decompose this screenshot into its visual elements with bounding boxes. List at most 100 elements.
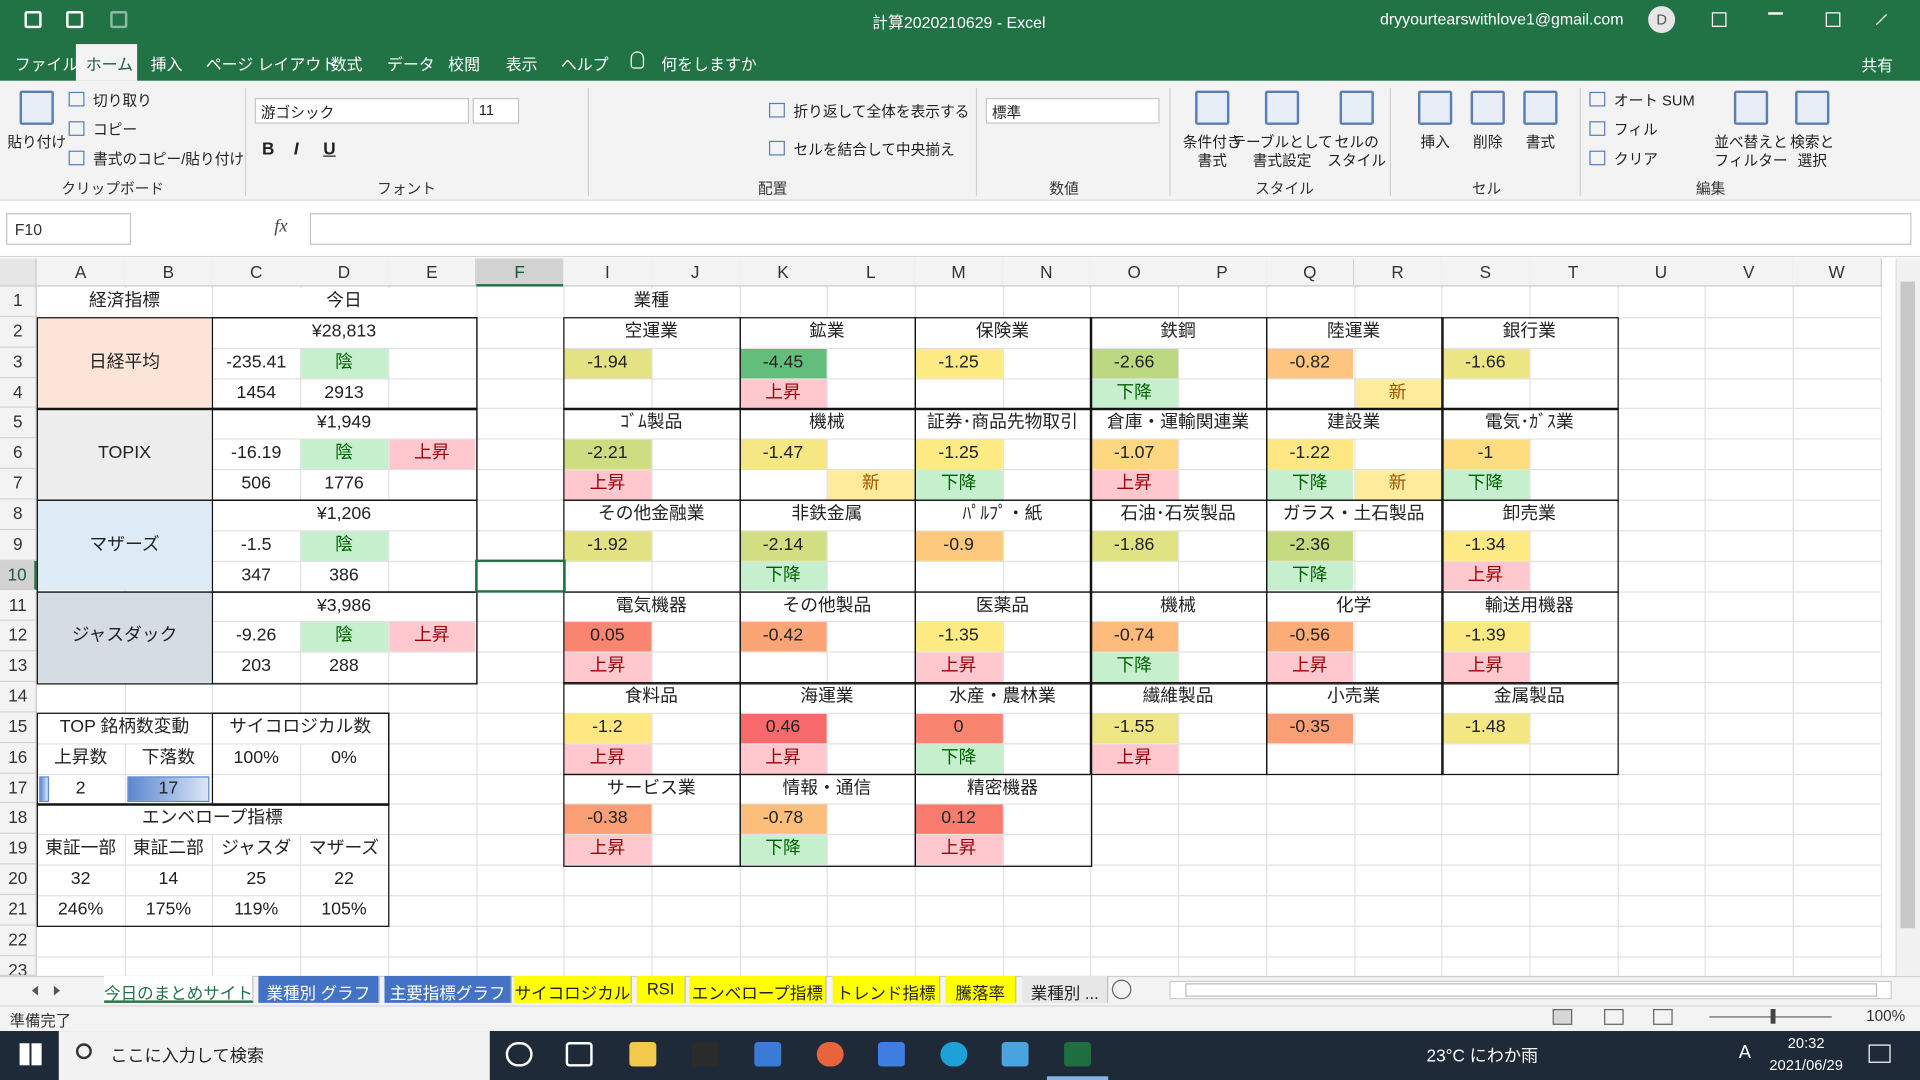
ribbon-button[interactable]: I xyxy=(293,138,299,158)
cell[interactable]: サービス業 xyxy=(606,778,696,798)
cell[interactable]: 新 xyxy=(861,473,880,494)
cell[interactable]: 0% xyxy=(331,747,357,768)
row-header[interactable]: 5 xyxy=(0,408,37,439)
cell[interactable]: -0.78 xyxy=(762,808,804,829)
ribbon-tab[interactable]: 表示 xyxy=(505,55,538,74)
sheet-tab[interactable]: 業種別 ... xyxy=(1022,975,1109,1003)
button-icon[interactable] xyxy=(1589,91,1606,107)
sheet-tab[interactable]: 主要指標グラフ xyxy=(384,975,512,1003)
column-header[interactable]: T xyxy=(1529,258,1619,287)
cell[interactable]: 証券･商品先物取引 xyxy=(927,413,1078,433)
column-header[interactable]: L xyxy=(826,258,916,287)
ribbon-tab[interactable]: データ xyxy=(386,55,435,74)
cell[interactable]: 海運業 xyxy=(800,686,854,707)
view-button[interactable] xyxy=(1653,1008,1673,1025)
column-header[interactable]: U xyxy=(1617,258,1707,287)
taskbar-app[interactable] xyxy=(505,1042,533,1067)
row-header[interactable]: 11 xyxy=(0,590,37,622)
cell[interactable]: 石油･石炭製品 xyxy=(1120,504,1236,525)
h-scroll-thumb[interactable] xyxy=(1185,983,1878,997)
cell[interactable]: -2.66 xyxy=(1113,352,1155,372)
cell[interactable]: -0.35 xyxy=(1289,717,1331,738)
cell[interactable]: その他金融業 xyxy=(598,504,705,525)
cell[interactable]: 新 xyxy=(1388,473,1407,494)
ribbon-tab[interactable]: ヘルプ xyxy=(560,55,609,74)
cell[interactable]: 上昇 xyxy=(1467,565,1504,585)
cell[interactable]: 機械 xyxy=(1160,595,1196,616)
cell[interactable]: -1.07 xyxy=(1113,443,1155,464)
cell[interactable]: 175% xyxy=(145,900,192,920)
cell[interactable]: 電気機器 xyxy=(615,595,687,616)
zoom-level[interactable]: 100% xyxy=(1866,1007,1906,1025)
ribbon-button[interactable]: 挿入 xyxy=(1420,133,1450,151)
ribbon-button[interactable]: 選択 xyxy=(1797,151,1827,169)
cell[interactable]: 25 xyxy=(246,869,267,890)
cell[interactable]: TOPIX xyxy=(98,443,151,464)
cell[interactable]: 化学 xyxy=(1335,595,1372,616)
ribbon-button[interactable]: スタイル xyxy=(1327,151,1387,169)
ribbon-button[interactable]: 切り取り xyxy=(93,91,152,109)
cell[interactable]: TOP 銘柄数変動 xyxy=(59,717,190,738)
cell[interactable]: ジャスダ xyxy=(221,839,292,859)
cell[interactable]: 上昇 xyxy=(414,626,450,646)
cell[interactable]: -1.35 xyxy=(938,626,979,646)
column-header[interactable]: C xyxy=(212,258,302,287)
window-control[interactable] xyxy=(1711,12,1727,27)
cell[interactable]: 上昇 xyxy=(589,656,626,677)
ribbon-button[interactable]: クリア xyxy=(1613,150,1658,168)
cell[interactable]: 上昇 xyxy=(940,839,977,859)
cell[interactable]: マザーズ xyxy=(89,534,160,555)
cell[interactable]: 業種 xyxy=(633,291,670,312)
cell[interactable]: -1.39 xyxy=(1465,626,1506,646)
cell[interactable]: 東証二部 xyxy=(132,839,204,859)
save-icon[interactable] xyxy=(24,11,42,29)
cell[interactable]: ¥3,986 xyxy=(316,595,372,616)
cell[interactable]: -0.82 xyxy=(1289,352,1331,372)
cell[interactable]: エンベロープ指標 xyxy=(141,808,283,829)
ribbon-tab[interactable]: 校閲 xyxy=(448,55,481,74)
row-header[interactable]: 3 xyxy=(0,347,37,378)
cell[interactable]: -0.9 xyxy=(943,534,974,555)
cell[interactable]: -0.38 xyxy=(587,808,628,829)
row-header[interactable]: 1 xyxy=(0,286,37,317)
ribbon-button[interactable]: 並べ替えと xyxy=(1714,133,1788,151)
ribbon-button[interactable]: セルを結合して中央揃え xyxy=(793,140,955,158)
cell[interactable]: 情報・通信 xyxy=(782,778,872,798)
column-header[interactable]: R xyxy=(1353,258,1443,287)
cell[interactable]: -1.66 xyxy=(1465,352,1506,372)
row-header[interactable]: 4 xyxy=(0,377,37,409)
cell[interactable]: 119% xyxy=(234,900,279,920)
row-header[interactable]: 13 xyxy=(0,651,37,683)
share-button[interactable]: 共有 xyxy=(1861,56,1894,75)
row-header[interactable]: 21 xyxy=(0,895,37,926)
cell[interactable]: 上昇 xyxy=(1467,656,1504,677)
button-icon[interactable] xyxy=(1523,90,1558,125)
cell[interactable]: 347 xyxy=(241,565,272,585)
cell[interactable]: 203 xyxy=(241,656,272,677)
taskbar-app[interactable] xyxy=(691,1042,719,1067)
button-icon[interactable] xyxy=(1589,121,1606,136)
cell[interactable]: 上昇 xyxy=(589,747,626,768)
row-header[interactable]: 15 xyxy=(0,712,37,743)
ribbon-button[interactable]: U xyxy=(323,138,336,158)
button-icon[interactable] xyxy=(768,140,785,156)
column-header[interactable]: F xyxy=(475,258,565,287)
taskbar-app[interactable] xyxy=(565,1042,593,1067)
window-control[interactable] xyxy=(1825,12,1841,27)
row-header[interactable]: 8 xyxy=(0,499,37,530)
avatar[interactable]: D xyxy=(1648,6,1676,34)
cell[interactable]: 陰 xyxy=(335,352,353,372)
ribbon-tab[interactable]: ホーム xyxy=(85,55,134,74)
cell[interactable]: -0.74 xyxy=(1113,626,1155,646)
cell[interactable]: 上昇数 xyxy=(53,747,108,768)
taskbar-app[interactable] xyxy=(816,1042,844,1067)
row-header[interactable]: 2 xyxy=(0,316,37,348)
cell[interactable]: -9.26 xyxy=(235,626,277,646)
ribbon-tab[interactable]: ページ レイアウト xyxy=(205,55,338,74)
cell[interactable]: 銀行業 xyxy=(1502,321,1556,342)
button-icon[interactable] xyxy=(1417,90,1453,125)
ribbon-button[interactable]: 検索と xyxy=(1790,133,1835,151)
cell[interactable]: 0.46 xyxy=(765,717,801,738)
cell[interactable]: -0.56 xyxy=(1289,626,1331,646)
cell[interactable]: 0.12 xyxy=(941,808,976,829)
